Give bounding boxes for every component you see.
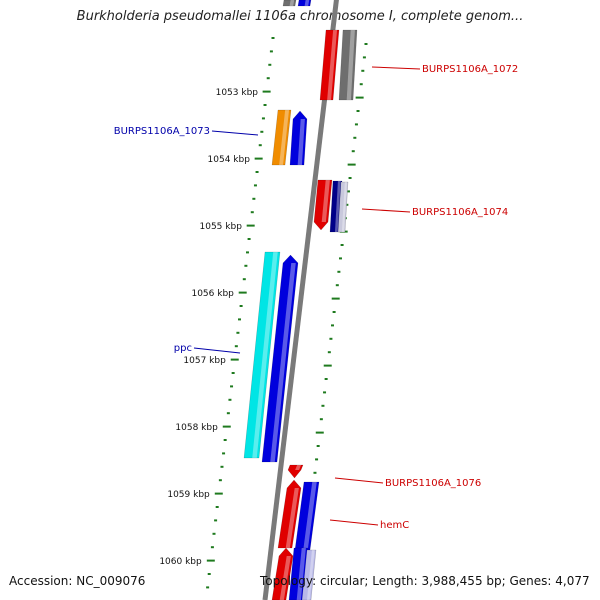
feature-block <box>243 251 281 459</box>
gene-leader-line <box>211 130 259 136</box>
feature-shading <box>306 550 315 600</box>
kbp-label: 1057 kbp <box>183 356 226 366</box>
feature-block <box>337 181 349 233</box>
feature-shading <box>270 263 296 462</box>
feature-block <box>271 109 292 166</box>
feature-block <box>313 179 333 231</box>
gene-label: BURPS1106A_1076 <box>385 478 481 489</box>
gene-label: BURPS1106A_1073 <box>114 126 210 137</box>
gene-labels: BURPS1106A_1072 BURPS1106A_1073 BURPS1106A… <box>114 64 519 531</box>
gene-leader-line <box>334 477 384 484</box>
feature-block <box>287 464 304 479</box>
feature-shading <box>279 110 290 165</box>
feature-block <box>301 549 317 600</box>
gene-features <box>243 0 358 600</box>
feature-block <box>277 479 302 549</box>
gene-leader-line <box>329 519 379 526</box>
kbp-label: 1053 kbp <box>216 88 259 98</box>
feature-shading <box>334 181 341 232</box>
gene-label: ppc <box>174 343 192 354</box>
feature-shading <box>279 556 291 600</box>
kbp-label: 1058 kbp <box>175 423 218 433</box>
feature-shading <box>304 0 310 6</box>
feature-shading <box>321 180 330 222</box>
gene-label: hemC <box>380 520 409 531</box>
kbp-label: 1060 kbp <box>159 557 202 567</box>
feature-shading <box>303 482 317 550</box>
feature-shading <box>296 548 306 600</box>
gene-leader-line <box>371 66 421 70</box>
feature-shading <box>341 182 347 232</box>
feature-shading <box>285 488 299 548</box>
gene-leader-line <box>361 208 411 213</box>
accession-text: Accession: NC_009076 <box>9 574 146 588</box>
kbp-label: 1059 kbp <box>167 490 210 500</box>
kbp-label: 1054 kbp <box>208 155 251 165</box>
kbp-label: 1056 kbp <box>191 289 234 299</box>
map-title: Burkholderia pseudomallei 1106a chromoso… <box>76 9 524 24</box>
gene-label: BURPS1106A_1074 <box>412 207 508 218</box>
feature-block <box>261 254 299 463</box>
feature-shading <box>252 252 278 458</box>
feature-block <box>319 29 340 101</box>
feature-block <box>289 110 308 166</box>
topology-summary: Topology: circular; Length: 3,988,455 bp… <box>260 574 590 588</box>
feature-shading <box>297 119 305 165</box>
feature-block <box>288 547 309 600</box>
feature-shading <box>289 0 295 6</box>
feature-shading <box>327 30 338 100</box>
gene-leader-line <box>193 347 241 354</box>
feature-block <box>338 29 358 101</box>
feature-block <box>282 0 297 7</box>
feature-block <box>271 547 294 600</box>
feature-shading <box>295 465 302 470</box>
gene-label: BURPS1106A_1072 <box>422 64 518 75</box>
kbp-scale-labels: 1053 kbp 1054 kbp 1055 kbp 1056 kbp 1057 kbp… <box>159 88 258 567</box>
feature-block <box>297 0 312 7</box>
kbp-label: 1055 kbp <box>200 222 243 232</box>
feature-shading <box>346 30 355 100</box>
